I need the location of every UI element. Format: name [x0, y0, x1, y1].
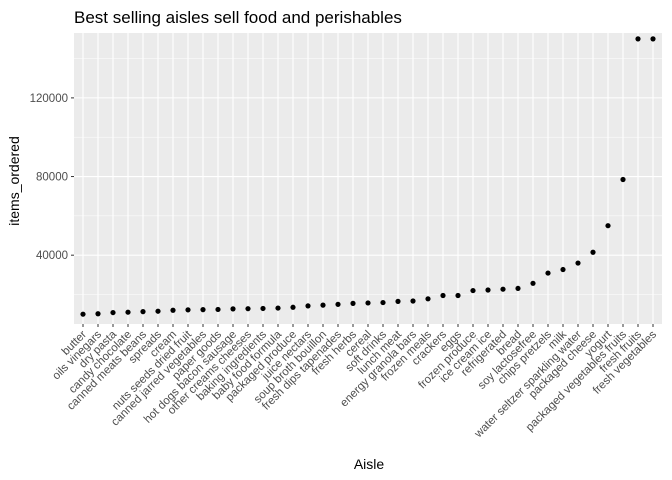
y-axis: 40000 80000 120000: [30, 93, 74, 262]
y-axis-title: items_ordered: [6, 136, 22, 226]
data-point: [575, 260, 581, 266]
data-point: [110, 309, 116, 316]
data-point: [155, 308, 161, 314]
x-axis-title: Aisle: [354, 456, 385, 472]
data-point: [590, 249, 596, 255]
data-point: [350, 300, 356, 306]
data-point: [635, 36, 641, 42]
data-point: [380, 299, 386, 306]
data-point: [470, 287, 476, 294]
data-point: [410, 298, 416, 304]
data-point: [80, 311, 86, 317]
data-point: [140, 309, 146, 315]
data-point: [650, 36, 656, 42]
data-point: [560, 266, 566, 273]
data-point: [620, 176, 626, 183]
data-point: [500, 286, 506, 292]
data-point: [455, 292, 461, 299]
data-point: [335, 301, 341, 307]
chart-title: Best selling aisles sell food and perish…: [74, 8, 402, 27]
data-point: [320, 302, 326, 308]
data-point: [605, 223, 611, 229]
data-point: [230, 306, 236, 312]
data-point: [245, 306, 251, 312]
data-point: [290, 304, 296, 310]
data-point: [425, 296, 431, 302]
data-point: [185, 307, 191, 313]
data-point: [275, 305, 281, 311]
y-tick-label: 120000: [30, 93, 68, 105]
data-point: [545, 270, 551, 276]
data-point: [170, 307, 176, 313]
data-points: [80, 36, 656, 317]
data-point: [485, 287, 491, 293]
data-point: [305, 303, 311, 309]
data-point: [530, 280, 536, 286]
data-point: [365, 300, 371, 306]
data-point: [125, 309, 131, 315]
grid-lines: [74, 33, 662, 324]
data-point: [395, 298, 401, 304]
data-point: [95, 311, 101, 317]
data-point: [260, 305, 266, 312]
data-point: [440, 292, 446, 299]
data-point: [215, 306, 221, 313]
data-point: [515, 285, 521, 292]
y-tick-label: 80000: [36, 172, 68, 184]
data-point: [200, 307, 206, 313]
y-tick-label: 40000: [36, 250, 68, 262]
